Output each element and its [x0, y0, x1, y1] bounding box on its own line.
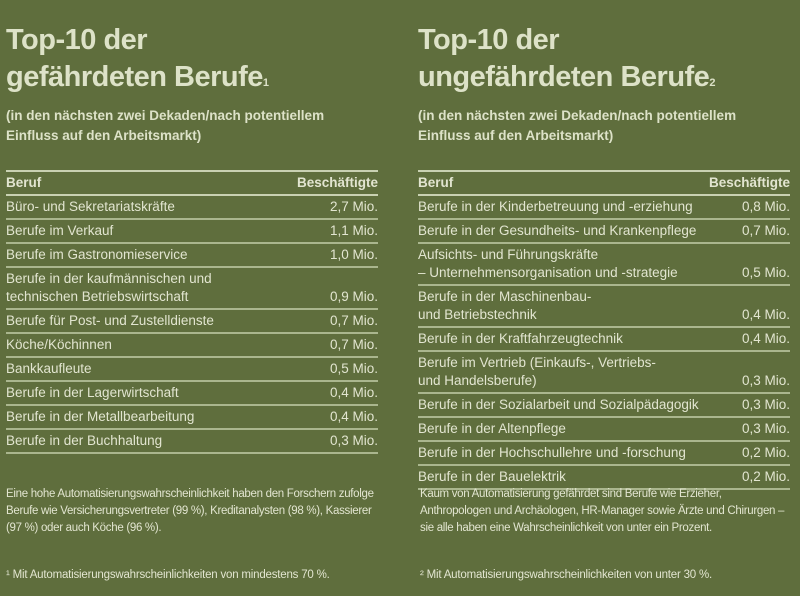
job-name: Berufe in der Altenpflege — [418, 421, 566, 436]
job-name: Berufe im Verkauf — [6, 223, 114, 238]
employee-count: 0,5 Mio. — [329, 361, 378, 376]
jobs-table: Beruf Beschäftigte Berufe in der Kinderbe… — [418, 170, 790, 490]
right-footnote: ² Mit Automatisierungswahrscheinlichkeit… — [420, 569, 713, 581]
table-row: Berufe im Verkauf 1,1 Mio. — [6, 220, 378, 244]
job-name: Berufe im Vertrieb (Einkaufs-, Vertriebs… — [418, 355, 656, 388]
table-row: Berufe in der Altenpflege 0,3 Mio. — [418, 418, 790, 442]
footnote-marker: 2 — [709, 77, 715, 89]
employee-count: 0,4 Mio. — [741, 307, 790, 322]
job-name: Berufe in der kaufmännischen und technis… — [6, 271, 212, 304]
table-row: Berufe in der Sozialarbeit und Sozialpäd… — [418, 394, 790, 418]
table-header: Beruf Beschäftigte — [6, 172, 378, 196]
table-row: Aufsichts- und Führungskräfte – Unterneh… — [418, 244, 790, 286]
job-name: Berufe in der Gesundheits- und Krankenpf… — [418, 223, 697, 238]
employee-count: 0,7 Mio. — [329, 313, 378, 328]
job-name: Berufe in der Lagerwirtschaft — [6, 385, 179, 400]
employee-count: 1,1 Mio. — [329, 223, 378, 238]
employee-count: 1,0 Mio. — [329, 247, 378, 262]
job-name: Berufe in der Maschinenbau- und Betriebs… — [418, 289, 592, 322]
job-name: Köche/Köchinnen — [6, 337, 112, 352]
employee-count: 0,8 Mio. — [741, 199, 790, 214]
table-row: Berufe im Vertrieb (Einkaufs-, Vertriebs… — [418, 352, 790, 394]
table-row: Berufe in der Kinderbetreuung und -erzie… — [418, 196, 790, 220]
panel-subtitle: (in den nächsten zwei Dekaden/nach poten… — [6, 108, 325, 143]
employee-count: 0,9 Mio. — [329, 289, 378, 304]
job-name: Berufe in der Hochschullehre und -forsch… — [418, 445, 686, 460]
job-name: Berufe für Post- und Zustelldienste — [6, 313, 214, 328]
job-name: Berufe in der Bauelektrik — [418, 469, 566, 484]
table-row: Berufe in der Hochschullehre und -forsch… — [418, 442, 790, 466]
panel-title: Top-10 der gefährdeten Berufe1 — [6, 22, 378, 96]
employee-count: 0,4 Mio. — [741, 331, 790, 346]
employee-count: 0,3 Mio. — [741, 421, 790, 436]
table-row: Berufe in der Bauelektrik 0,2 Mio. — [418, 466, 790, 490]
left-footnote: ¹ Mit Automatisierungswahrscheinlichkeit… — [6, 569, 330, 581]
title-line: Top-10 der — [418, 24, 560, 56]
job-name: Aufsichts- und Führungskräfte – Unterneh… — [418, 247, 678, 280]
table-header: Beruf Beschäftigte — [418, 172, 790, 196]
table-row: Köche/Köchinnen 0,7 Mio. — [6, 334, 378, 358]
table-row: Büro- und Sekretariatskräfte 2,7 Mio. — [6, 196, 378, 220]
table-row: Berufe für Post- und Zustelldienste 0,7 M… — [6, 310, 378, 334]
employee-count: 0,2 Mio. — [741, 445, 790, 460]
header-job: Beruf — [418, 175, 454, 190]
header-count: Beschäftigte — [708, 175, 790, 190]
employee-count: 0,3 Mio. — [741, 373, 790, 388]
panel-title: Top-10 der ungefährdeten Berufe2 — [418, 22, 790, 96]
employee-count: 2,7 Mio. — [329, 199, 378, 214]
job-name: Bankkaufleute — [6, 361, 92, 376]
employee-count: 0,4 Mio. — [329, 409, 378, 424]
employee-count: 0,2 Mio. — [741, 469, 790, 484]
table-row: Berufe in der Buchhaltung 0,3 Mio. — [6, 430, 378, 454]
left-note: Eine hohe Automatisierungswahrscheinlich… — [6, 488, 374, 534]
employee-count: 0,5 Mio. — [741, 265, 790, 280]
job-name: Berufe in der Kinderbetreuung und -erzie… — [418, 199, 693, 214]
header-job: Beruf — [6, 175, 42, 190]
title-line: Top-10 der — [6, 24, 148, 56]
table-row: Berufe in der Kraftfahrzeugtechnik 0,4 Mi… — [418, 328, 790, 352]
table-row: Berufe in der Maschinenbau- und Betriebs… — [418, 286, 790, 328]
title-line: gefährdeten Berufe — [6, 61, 263, 93]
table-row: Berufe in der Lagerwirtschaft 0,4 Mio. — [6, 382, 378, 406]
job-name: Büro- und Sekretariatskräfte — [6, 199, 175, 214]
employee-count: 0,4 Mio. — [329, 385, 378, 400]
employee-count: 0,7 Mio. — [329, 337, 378, 352]
job-name: Berufe in der Kraftfahrzeugtechnik — [418, 331, 623, 346]
footnote-marker: 1 — [262, 77, 269, 89]
safe-jobs-panel: Top-10 der ungefährdeten Berufe2 (in den … — [418, 0, 790, 490]
job-name: Berufe in der Metallbearbeitung — [6, 409, 195, 424]
job-name: Berufe in der Sozialarbeit und Sozialpäd… — [418, 397, 699, 412]
job-name: Berufe in der Buchhaltung — [6, 433, 163, 448]
employee-count: 0,7 Mio. — [741, 223, 790, 238]
employee-count: 0,3 Mio. — [329, 433, 378, 448]
table-row: Berufe in der Gesundheits- und Krankenpf… — [418, 220, 790, 244]
table-row: Berufe im Gastronomieservice 1,0 Mio. — [6, 244, 378, 268]
table-row: Bankkaufleute 0,5 Mio. — [6, 358, 378, 382]
table-row: Berufe in der kaufmännischen und technis… — [6, 268, 378, 310]
endangered-jobs-panel: Top-10 der gefährdeten Berufe1 (in den nä… — [6, 0, 378, 454]
right-note: Kaum von Automatisierung gefährdet sind … — [420, 488, 785, 534]
jobs-table: Beruf Beschäftigte Büro- und Sekretariats… — [6, 170, 378, 454]
table-row: Berufe in der Metallbearbeitung 0,4 Mio. — [6, 406, 378, 430]
employee-count: 0,3 Mio. — [741, 397, 790, 412]
job-name: Berufe im Gastronomieservice — [6, 247, 188, 262]
header-count: Beschäftigte — [296, 175, 378, 190]
panel-subtitle: (in den nächsten zwei Dekaden/nach poten… — [418, 108, 737, 143]
title-line: ungefährdeten Berufe — [418, 61, 710, 93]
